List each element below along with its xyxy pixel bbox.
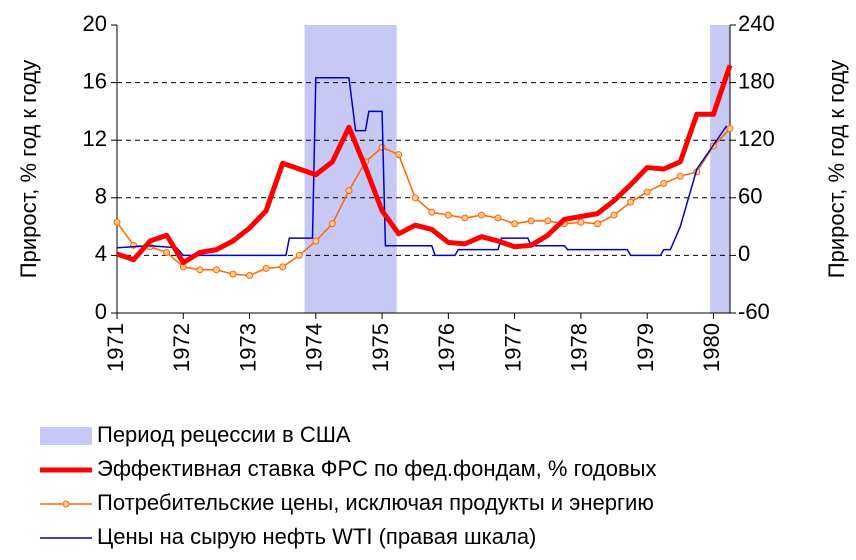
y-tick-label: 8 (95, 184, 107, 209)
x-tick-label: 1977 (500, 323, 525, 372)
series-marker (428, 208, 436, 216)
legend-label: Цены на сырую нефть WTI (правая шкала) (97, 524, 536, 549)
y2-tick-label: 60 (738, 184, 762, 209)
series-marker (212, 266, 220, 274)
series-marker (262, 264, 270, 272)
x-tick-label: 1973 (235, 323, 260, 372)
series-marker (246, 272, 254, 280)
x-tick-label: 1975 (368, 323, 393, 372)
series-marker (610, 211, 618, 219)
y2-axis-label: Прирост, % год к году (824, 60, 849, 278)
series-marker (444, 211, 452, 219)
y-tick-label: 0 (95, 299, 107, 324)
recession-band (710, 25, 730, 313)
legend-label: Эффективная ставка ФРС по фед.фондам, % … (97, 456, 656, 481)
series-marker (511, 220, 519, 228)
series-marker (726, 125, 734, 133)
series-marker (378, 143, 386, 151)
y2-tick-label: 180 (738, 68, 775, 93)
y-tick-label: 12 (83, 126, 107, 151)
y-tick-label: 20 (83, 11, 107, 36)
x-tick-label: 1978 (567, 323, 592, 372)
series-marker (577, 218, 585, 226)
x-tick-label: 1976 (434, 323, 459, 372)
series-marker (113, 218, 121, 226)
y2-tick-label: -60 (738, 299, 770, 324)
x-tick-label: 1974 (302, 323, 327, 372)
series-marker (477, 211, 485, 219)
series-marker (229, 270, 237, 278)
series-marker (395, 151, 403, 159)
x-tick-label: 1979 (633, 323, 658, 372)
legend-label: Потребительские цены, исключая продукты … (97, 490, 654, 515)
series-marker (279, 263, 287, 271)
series-marker (494, 214, 502, 222)
x-tick-label: 1972 (169, 323, 194, 372)
series-marker (163, 249, 171, 257)
x-tick-label: 1971 (103, 323, 128, 372)
y2-tick-label: 0 (738, 241, 750, 266)
y-tick-label: 16 (83, 68, 107, 93)
series-marker (345, 187, 353, 195)
series-marker (660, 179, 668, 187)
series-marker (676, 172, 684, 180)
series-marker (544, 217, 552, 225)
y2-tick-label: 240 (738, 11, 775, 36)
series-line (116, 77, 728, 257)
series-marker (411, 194, 419, 202)
series-marker (627, 198, 635, 206)
series-marker (461, 214, 469, 222)
x-tick-label: 1980 (699, 323, 724, 372)
legend-swatch (40, 427, 92, 445)
series-marker (643, 188, 651, 196)
series-marker (312, 237, 320, 245)
legend-label: Период рецессии в США (97, 422, 351, 447)
y2-tick-label: 120 (738, 126, 775, 151)
series-marker (527, 217, 535, 225)
series-marker (593, 220, 601, 228)
series-marker (328, 220, 336, 228)
legend-marker (62, 500, 70, 508)
series-line (116, 64, 733, 266)
series-marker (295, 251, 303, 259)
series-line (116, 128, 731, 277)
y-axis-label: Прирост, % год к году (16, 60, 41, 278)
series-marker (196, 266, 204, 274)
y-tick-label: 4 (95, 241, 107, 266)
